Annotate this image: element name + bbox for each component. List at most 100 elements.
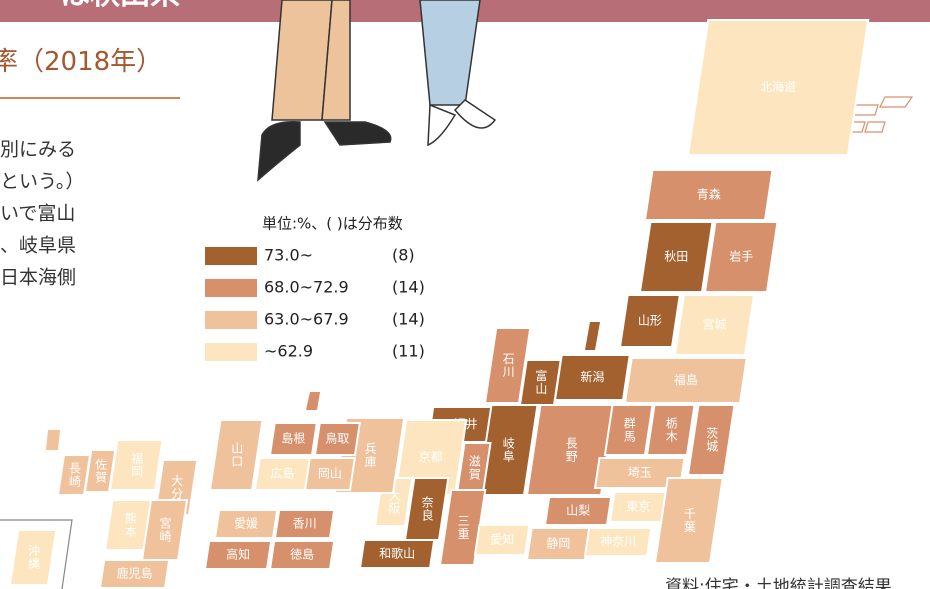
prefecture xyxy=(213,509,279,539)
prefecture xyxy=(483,327,532,404)
prefecture xyxy=(140,499,189,561)
body-line: 、岐阜県 xyxy=(0,235,76,257)
prefecture xyxy=(583,527,653,557)
prefecture-label: 山口 xyxy=(230,442,244,468)
prefecture xyxy=(525,404,616,496)
prefecture xyxy=(8,529,58,586)
legend-count: (8) xyxy=(392,246,415,265)
prefecture xyxy=(673,294,756,356)
prefecture xyxy=(358,539,436,569)
prefecture-label: 京都 xyxy=(419,450,443,464)
prefecture-label: 山形 xyxy=(638,314,662,328)
prefecture-label: 沖縄 xyxy=(27,544,41,570)
prefecture xyxy=(403,477,450,541)
prefecture-label: 千葉 xyxy=(682,507,696,533)
prefecture-label: 高知 xyxy=(226,547,250,562)
prefecture-label: 岐阜 xyxy=(501,437,515,463)
prefecture xyxy=(208,419,264,491)
prefecture-label: 佐賀 xyxy=(94,458,108,484)
prefecture-label: 茨城 xyxy=(705,427,719,453)
prefecture-label: 石川 xyxy=(501,353,515,379)
prefecture-label: 山梨 xyxy=(566,504,590,518)
legs-illustration xyxy=(257,0,497,182)
prefecture xyxy=(203,540,273,570)
prefecture xyxy=(618,294,681,348)
prefecture xyxy=(645,404,696,456)
prefecture-label: 新潟 xyxy=(580,369,604,384)
prefecture xyxy=(273,509,336,539)
legend-title: 単位:%、( )は分布数 xyxy=(262,215,403,233)
prefecture-label: 岩手 xyxy=(729,249,753,264)
legend-swatch xyxy=(205,247,257,265)
body-line: 日本海側 xyxy=(0,267,76,289)
prefecture-label: 長崎 xyxy=(68,462,82,488)
prefecture-label: 広島 xyxy=(270,466,294,481)
prefecture-label: 北海道 xyxy=(760,79,796,94)
legend-range: ~62.9 xyxy=(264,342,313,361)
legend-range: 68.0~72.9 xyxy=(264,278,349,297)
prefecture xyxy=(98,559,171,589)
legend-count: (14) xyxy=(392,310,425,329)
prefecture xyxy=(525,527,591,561)
legend-count: (11) xyxy=(392,342,425,361)
prefecture xyxy=(623,357,748,404)
legend-range: 73.0~ xyxy=(264,246,313,265)
subtitle: 率（2018年） xyxy=(0,47,162,77)
prefecture xyxy=(686,404,736,476)
prefecture-label: 愛知 xyxy=(490,533,514,547)
prefecture-label: 香川 xyxy=(293,517,317,531)
prefecture xyxy=(473,524,531,556)
prefecture xyxy=(253,457,311,491)
prefecture-label: 熊本 xyxy=(123,511,137,538)
prefecture-label: 和歌山 xyxy=(379,546,415,561)
prefecture xyxy=(703,221,779,293)
source: 資料:住宅・土地統計調査結果 xyxy=(665,577,892,589)
title: は秋田県 xyxy=(60,0,180,12)
prefecture-label: 神奈川 xyxy=(600,535,636,549)
prefecture-label: 静岡 xyxy=(546,537,570,551)
prefecture-label: 富山 xyxy=(534,368,548,395)
prefecture-label: 岡山 xyxy=(318,467,342,481)
prefecture-label: 青森 xyxy=(697,187,721,202)
prefecture-label: 奈良 xyxy=(420,496,434,522)
prefecture-label: 長野 xyxy=(564,437,578,463)
legend-swatch xyxy=(205,311,257,329)
prefecture-label: 兵庫 xyxy=(363,442,377,468)
prefecture-label: 栃木 xyxy=(664,417,678,443)
body-line: 別にみる xyxy=(0,139,76,161)
prefecture-label: 福岡 xyxy=(130,451,144,478)
prefecture-label: 島根 xyxy=(281,431,305,446)
prefecture xyxy=(543,496,613,526)
body-line: いで富山 xyxy=(0,203,75,225)
prefecture-label: 宮城 xyxy=(702,317,726,332)
prefecture-label: 鹿児島 xyxy=(117,566,153,581)
prefecture xyxy=(603,404,654,456)
prefecture xyxy=(313,422,361,456)
prefecture-label: 秋田 xyxy=(664,250,688,264)
prefecture-label: 大阪 xyxy=(387,489,401,515)
prefecture-label: 福島 xyxy=(674,372,698,387)
prefecture-label: 埼玉 xyxy=(628,466,652,480)
prefecture-label: 鳥取 xyxy=(325,431,349,446)
prefecture-label: 愛媛 xyxy=(234,517,258,531)
prefecture xyxy=(638,221,714,293)
prefecture-label: 東京 xyxy=(626,500,650,514)
prefecture-label: 大分 xyxy=(170,474,184,500)
prefecture xyxy=(643,169,774,221)
prefecture-label: 三重 xyxy=(456,515,470,541)
prefecture xyxy=(268,540,336,570)
prefecture-label: 滋賀 xyxy=(467,455,481,481)
prefecture-label: 群馬 xyxy=(622,417,636,443)
prefecture xyxy=(56,454,92,496)
prefecture xyxy=(268,422,318,456)
prefecture xyxy=(686,19,870,156)
body-line: という。） xyxy=(0,171,84,193)
prefecture xyxy=(653,477,724,564)
prefecture-label: 宮崎 xyxy=(158,516,172,543)
legend-swatch xyxy=(205,343,257,361)
legend-count: (14) xyxy=(392,278,425,297)
prefecture-label: 徳島 xyxy=(290,547,314,562)
legend-range: 63.0~67.9 xyxy=(264,310,349,329)
legend-swatch xyxy=(205,279,257,297)
